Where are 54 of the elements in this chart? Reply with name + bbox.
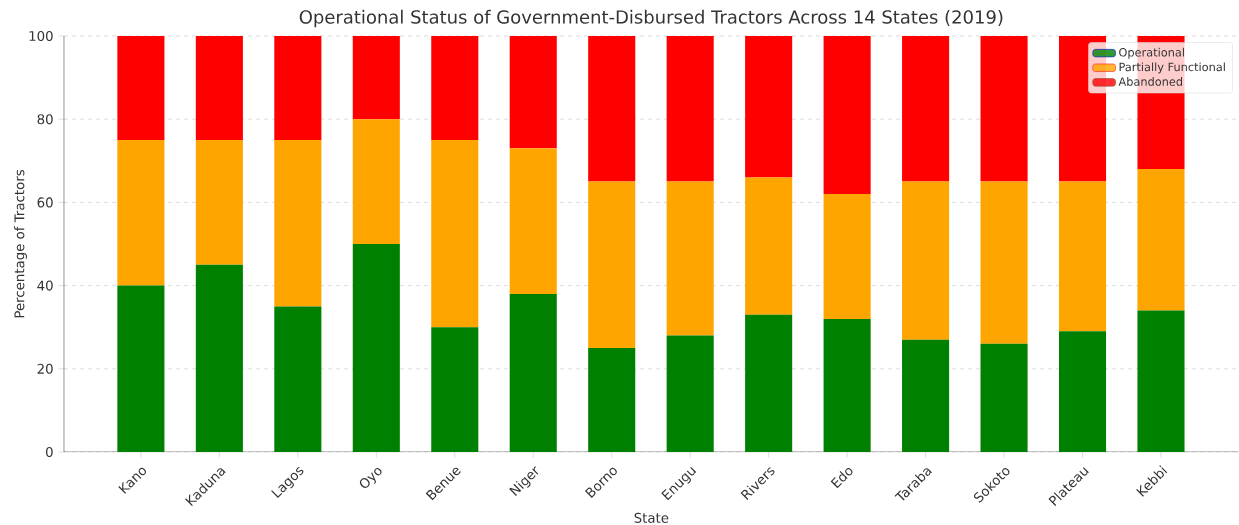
bar	[588, 35, 636, 182]
bar	[274, 306, 322, 452]
bar	[588, 348, 636, 452]
bar	[588, 181, 636, 348]
bar	[509, 35, 557, 149]
bar	[1137, 310, 1185, 452]
bar	[666, 35, 714, 182]
bar	[1137, 169, 1185, 311]
bar	[117, 140, 165, 286]
bar	[195, 140, 243, 265]
bar	[195, 264, 243, 452]
bar	[902, 181, 950, 340]
bar	[1058, 331, 1107, 452]
bar	[352, 35, 400, 120]
bar	[745, 177, 793, 315]
bar	[823, 318, 871, 452]
bar	[431, 327, 479, 452]
bar	[431, 140, 479, 328]
y-tick-label: 100	[29, 30, 53, 42]
y-tick-label: 0	[45, 446, 53, 458]
x-tick-label: Oyo	[359, 467, 382, 488]
bar	[823, 35, 871, 195]
bar	[980, 35, 1028, 182]
y-axis-title: Percentage of Tractors	[14, 169, 27, 318]
y-tick-label: 20	[37, 363, 53, 374]
y-tick-label: 80	[37, 114, 53, 125]
bar	[352, 119, 400, 244]
bar	[666, 181, 714, 336]
bar	[902, 35, 950, 182]
legend-label: Partially Functional	[1119, 62, 1225, 74]
bar	[274, 35, 322, 140]
legend-label: Operational	[1119, 47, 1184, 59]
x-axis-title: State	[634, 512, 669, 523]
bar	[980, 343, 1028, 452]
bar	[274, 140, 322, 307]
bar	[509, 293, 557, 452]
bar	[195, 35, 243, 140]
bar	[745, 314, 793, 452]
y-tick-label: 60	[37, 197, 53, 208]
bar	[745, 35, 793, 178]
bar	[431, 35, 479, 140]
legend-label: Abandoned	[1118, 77, 1183, 86]
bar	[980, 181, 1028, 344]
bar	[823, 194, 871, 319]
bar	[117, 35, 165, 140]
x-tick-label: Edo	[830, 468, 853, 489]
bar	[902, 339, 950, 452]
bar	[352, 244, 400, 452]
bar	[666, 335, 714, 452]
y-tick-label: 40	[37, 280, 53, 291]
bar	[117, 285, 165, 452]
bar	[1058, 181, 1107, 332]
chart-title: Operational Status of Government-Disbursed Tractors Across 14 States (2019)	[299, 9, 1003, 28]
bar	[509, 148, 557, 294]
